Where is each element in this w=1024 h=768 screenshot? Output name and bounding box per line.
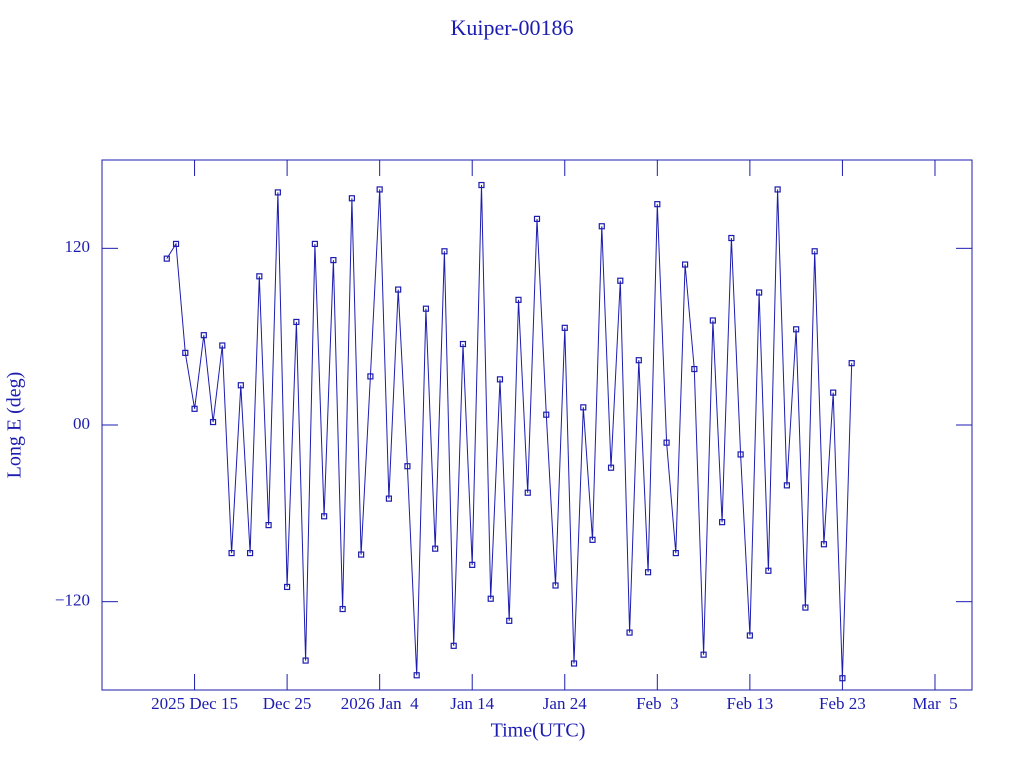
data-point bbox=[793, 326, 800, 333]
data-point bbox=[830, 389, 837, 396]
y-tick-label: 00 bbox=[73, 414, 90, 433]
data-point bbox=[737, 451, 744, 458]
data-point bbox=[413, 672, 420, 679]
x-tick-label: Jan 14 bbox=[450, 694, 494, 713]
y-tick-label: 120 bbox=[65, 237, 91, 256]
data-point bbox=[756, 289, 763, 296]
data-point bbox=[580, 404, 587, 411]
x-tick-label: 2026 Jan 4 bbox=[341, 694, 419, 713]
data-point bbox=[663, 439, 670, 446]
data-point bbox=[487, 595, 494, 602]
data-point bbox=[228, 549, 235, 557]
data-point bbox=[820, 541, 828, 548]
data-point bbox=[274, 189, 281, 196]
data-point bbox=[802, 604, 809, 611]
data-point bbox=[237, 382, 244, 389]
data-point bbox=[163, 255, 170, 262]
data-point bbox=[376, 186, 383, 193]
x-tick-label: 2025 Dec 15 bbox=[151, 694, 238, 713]
data-point bbox=[598, 223, 605, 230]
data-point bbox=[654, 201, 661, 208]
data-point bbox=[284, 583, 291, 591]
data-point bbox=[506, 617, 513, 624]
data-point bbox=[441, 248, 448, 255]
data-point bbox=[321, 513, 328, 520]
y-axis-label: Long E (deg) bbox=[4, 372, 26, 479]
data-point bbox=[432, 545, 439, 552]
data-point bbox=[182, 349, 189, 356]
x-tick-label: Dec 25 bbox=[263, 694, 312, 713]
data-point bbox=[635, 357, 642, 364]
chart-title: Kuiper-00186 bbox=[451, 15, 574, 40]
data-point bbox=[765, 567, 772, 574]
data-point bbox=[478, 181, 485, 189]
data-point bbox=[404, 463, 411, 470]
data-point bbox=[348, 195, 355, 202]
data-point bbox=[607, 464, 615, 471]
data-point bbox=[728, 234, 735, 242]
data-point bbox=[552, 582, 559, 589]
x-tick-label: Feb 13 bbox=[726, 694, 773, 713]
data-point bbox=[672, 549, 679, 557]
data-point bbox=[450, 642, 457, 649]
data-point bbox=[191, 405, 198, 412]
data-point bbox=[774, 186, 781, 193]
data-point bbox=[330, 257, 337, 264]
data-point bbox=[783, 482, 790, 489]
data-point bbox=[570, 660, 578, 667]
x-tick-label: Feb 23 bbox=[819, 694, 866, 713]
series-line bbox=[166, 184, 853, 679]
data-point bbox=[811, 248, 818, 255]
data-point bbox=[367, 373, 374, 380]
data-point bbox=[746, 632, 753, 639]
x-tick-label: Feb 3 bbox=[636, 694, 679, 713]
data-point bbox=[209, 418, 217, 426]
plot-frame bbox=[101, 159, 973, 691]
data-point bbox=[524, 489, 531, 496]
y-tick-label: −120 bbox=[55, 591, 90, 610]
data-point bbox=[200, 332, 207, 339]
data-point bbox=[719, 519, 726, 526]
data-point bbox=[589, 536, 596, 543]
data-point bbox=[385, 495, 393, 502]
data-point bbox=[681, 261, 689, 268]
data-point bbox=[395, 286, 402, 293]
data-point bbox=[469, 561, 476, 568]
data-point bbox=[691, 365, 698, 373]
data-point bbox=[848, 360, 855, 367]
data-point bbox=[339, 605, 346, 613]
x-tick-label: Mar 5 bbox=[912, 694, 957, 713]
data-point bbox=[533, 215, 541, 222]
data-point bbox=[172, 240, 180, 248]
data-point bbox=[358, 551, 365, 558]
data-point bbox=[700, 651, 707, 658]
x-axis-label: Time(UTC) bbox=[491, 720, 586, 742]
x-tick-label: Jan 24 bbox=[543, 694, 587, 713]
data-point bbox=[311, 240, 318, 248]
data-point bbox=[709, 317, 716, 324]
data-point bbox=[496, 376, 504, 383]
data-point bbox=[644, 569, 652, 576]
plot-area bbox=[163, 181, 855, 682]
data-point bbox=[626, 629, 633, 636]
data-point bbox=[256, 273, 263, 280]
data-point bbox=[515, 296, 522, 303]
data-point bbox=[422, 305, 430, 312]
data-point bbox=[293, 318, 300, 326]
data-point bbox=[302, 657, 309, 664]
data-point bbox=[617, 277, 624, 284]
data-point bbox=[543, 411, 550, 418]
data-point bbox=[246, 549, 254, 557]
data-point bbox=[219, 342, 226, 349]
data-point bbox=[561, 324, 568, 331]
data-point bbox=[459, 340, 467, 348]
data-point bbox=[265, 522, 272, 529]
